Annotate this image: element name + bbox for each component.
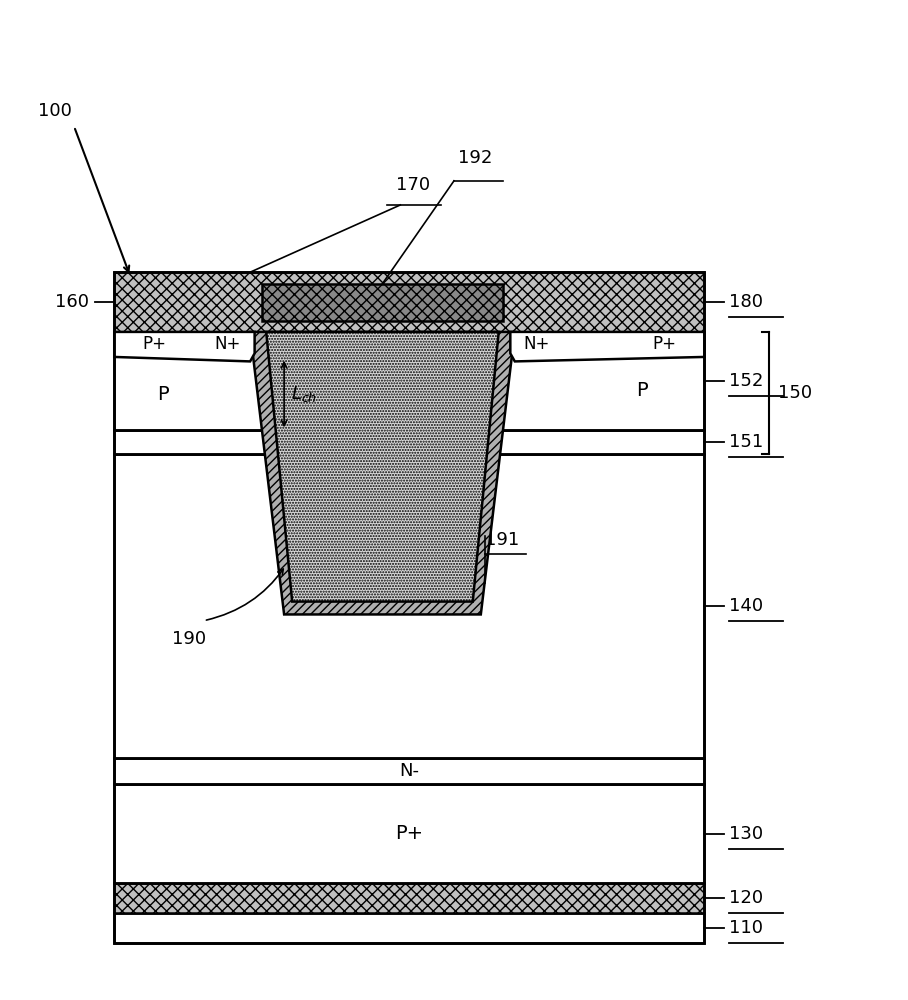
Text: 170: 170 — [396, 176, 430, 194]
Text: P: P — [636, 381, 647, 400]
Text: N+: N+ — [215, 335, 242, 353]
Bar — [114, 430, 705, 454]
Text: N-: N- — [371, 569, 394, 589]
Text: 120: 120 — [729, 889, 764, 907]
Text: 191: 191 — [485, 531, 519, 549]
Polygon shape — [250, 332, 515, 614]
Polygon shape — [114, 332, 254, 361]
Bar — [114, 913, 705, 943]
Text: P+: P+ — [652, 335, 676, 353]
Text: 160: 160 — [55, 293, 89, 311]
Text: P: P — [158, 385, 169, 404]
Text: 180: 180 — [729, 293, 764, 311]
Bar — [114, 272, 705, 332]
Text: N-: N- — [400, 762, 419, 780]
Text: P+: P+ — [395, 824, 423, 843]
Text: P+: P+ — [143, 335, 166, 353]
Text: 150: 150 — [777, 384, 812, 402]
Polygon shape — [510, 332, 705, 361]
Text: 192: 192 — [459, 149, 493, 167]
Bar — [114, 883, 705, 913]
Text: 190: 190 — [173, 630, 206, 648]
Text: 151: 151 — [729, 433, 764, 451]
Text: 140: 140 — [729, 597, 764, 615]
Bar — [114, 454, 705, 758]
Text: 110: 110 — [729, 919, 764, 937]
Bar — [114, 758, 705, 784]
Text: $L_{ch}$: $L_{ch}$ — [291, 384, 318, 404]
Polygon shape — [266, 332, 498, 602]
Bar — [114, 784, 705, 883]
Bar — [262, 284, 503, 321]
Text: 130: 130 — [729, 825, 764, 843]
Text: N+: N+ — [524, 335, 550, 353]
Bar — [114, 272, 705, 943]
Text: 152: 152 — [729, 372, 764, 390]
Text: 100: 100 — [38, 102, 72, 120]
Bar — [114, 332, 705, 430]
